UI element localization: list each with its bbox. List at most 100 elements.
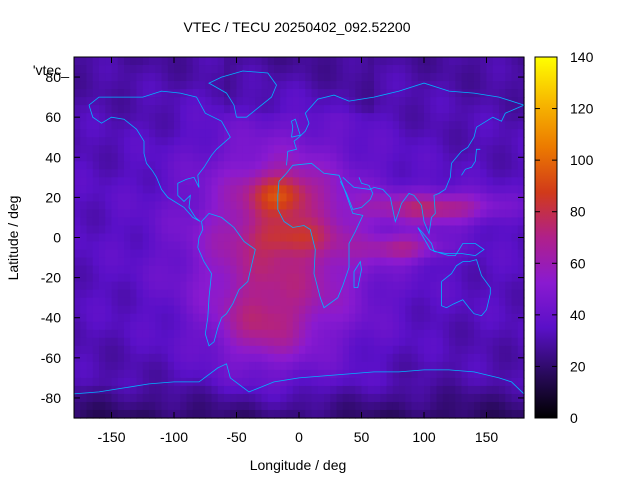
heatmap-cell xyxy=(505,361,513,371)
heatmap-cell xyxy=(417,369,425,379)
heatmap-cell xyxy=(299,113,306,122)
heatmap-cell xyxy=(492,137,500,146)
heatmap-cell xyxy=(236,265,244,275)
heatmap-cell xyxy=(205,377,213,387)
heatmap-cell xyxy=(280,265,288,275)
heatmap-cell xyxy=(336,73,344,82)
heatmap-cell xyxy=(230,209,238,219)
heatmap-cell xyxy=(186,321,194,331)
heatmap-cell xyxy=(211,121,219,130)
heatmap-cell xyxy=(392,57,400,66)
heatmap-cell xyxy=(411,233,419,243)
heatmap-cell xyxy=(211,361,219,371)
heatmap-cell xyxy=(492,57,500,66)
heatmap-cell xyxy=(99,137,106,146)
heatmap-cell xyxy=(267,353,275,363)
heatmap-cell xyxy=(374,337,381,347)
heatmap-cell xyxy=(311,233,319,243)
heatmap-cell xyxy=(224,113,231,122)
y-tick-label: -40 xyxy=(41,310,61,326)
heatmap-cell xyxy=(492,281,500,291)
heatmap-cell xyxy=(255,113,263,122)
heatmap-cell xyxy=(342,73,350,82)
heatmap-cell xyxy=(74,97,81,106)
heatmap-cell xyxy=(292,393,300,403)
heatmap-cell xyxy=(311,121,319,130)
heatmap-cell xyxy=(267,329,275,339)
heatmap-cell xyxy=(492,337,500,347)
heatmap-cell xyxy=(261,297,269,307)
heatmap-cell xyxy=(449,265,456,275)
heatmap-cell xyxy=(311,409,319,419)
heatmap-cell xyxy=(211,217,219,227)
heatmap-cell xyxy=(511,321,519,331)
heatmap-cell xyxy=(386,321,394,331)
heatmap-cell xyxy=(261,345,269,355)
heatmap-cell xyxy=(111,385,119,395)
heatmap-cell xyxy=(361,145,369,154)
heatmap-cell xyxy=(105,233,113,243)
heatmap-cell xyxy=(292,249,300,259)
heatmap-cell xyxy=(199,377,206,387)
heatmap-cell xyxy=(80,321,88,331)
heatmap-cell xyxy=(142,353,150,363)
heatmap-cell xyxy=(455,369,463,379)
heatmap-cell xyxy=(311,313,319,323)
heatmap-cell xyxy=(417,385,425,395)
heatmap-cell xyxy=(355,257,363,267)
heatmap-cell xyxy=(417,281,425,291)
heatmap-cell xyxy=(280,273,288,283)
heatmap-cell xyxy=(411,193,419,202)
heatmap-cell xyxy=(224,201,231,211)
heatmap-cell xyxy=(486,257,494,267)
heatmap-cell xyxy=(80,313,88,323)
heatmap-cell xyxy=(267,305,275,315)
heatmap-cell xyxy=(486,73,494,82)
heatmap-cell xyxy=(255,217,263,227)
heatmap-cell xyxy=(361,305,369,315)
heatmap-cell xyxy=(236,241,244,251)
heatmap-cell xyxy=(299,273,306,283)
heatmap-cell xyxy=(486,105,494,114)
heatmap-cell xyxy=(117,153,125,162)
heatmap-cell xyxy=(305,89,313,98)
heatmap-cell xyxy=(242,377,250,387)
heatmap-cell xyxy=(317,89,325,98)
heatmap-cell xyxy=(517,409,525,419)
heatmap-cell xyxy=(161,185,169,194)
heatmap-cell xyxy=(355,89,363,98)
heatmap-cell xyxy=(386,81,394,90)
heatmap-cell xyxy=(224,385,231,395)
heatmap-cell xyxy=(361,321,369,331)
heatmap-cell xyxy=(149,201,156,211)
heatmap-cell xyxy=(511,177,519,186)
heatmap-cell xyxy=(405,401,413,411)
heatmap-cell xyxy=(317,249,325,259)
heatmap-cell xyxy=(374,225,381,235)
heatmap-cell xyxy=(299,409,306,419)
heatmap-cell xyxy=(299,209,306,219)
heatmap-cell xyxy=(142,209,150,219)
heatmap-cell xyxy=(449,385,456,395)
heatmap-cell xyxy=(411,385,419,395)
heatmap-cell xyxy=(467,89,475,98)
heatmap-cell xyxy=(292,81,300,90)
heatmap-cell xyxy=(511,377,519,387)
heatmap-cell xyxy=(399,161,406,170)
heatmap-cell xyxy=(492,209,500,219)
heatmap-cell xyxy=(374,377,381,387)
heatmap-cell xyxy=(517,145,525,154)
heatmap-cell xyxy=(149,217,156,227)
heatmap-cell xyxy=(499,169,506,178)
heatmap-cell xyxy=(374,161,381,170)
heatmap-cell xyxy=(330,393,338,403)
heatmap-cell xyxy=(299,201,306,211)
heatmap-cell xyxy=(411,273,419,283)
heatmap-cell xyxy=(149,265,156,275)
heatmap-cell xyxy=(480,281,488,291)
heatmap-cell xyxy=(180,137,188,146)
heatmap-cell xyxy=(261,129,269,138)
heatmap-cell xyxy=(361,377,369,387)
heatmap-cell xyxy=(336,161,344,170)
heatmap-cell xyxy=(261,225,269,235)
